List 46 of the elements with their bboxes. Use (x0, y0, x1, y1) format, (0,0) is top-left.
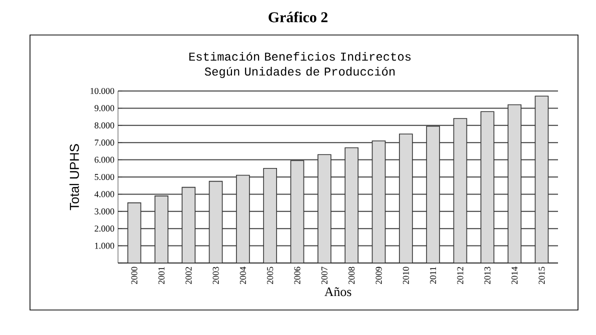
x-tick-label: 2000 (131, 266, 138, 284)
x-tick-label: 2014 (512, 266, 518, 284)
bar (236, 174, 250, 263)
x-tick-label: 2005 (267, 266, 274, 284)
x-tick-label: 2013 (484, 266, 490, 284)
bar (534, 96, 549, 263)
x-tick-label: 2008 (348, 266, 355, 284)
bar (127, 202, 142, 263)
x-tick-label: 2004 (240, 266, 246, 284)
bar (263, 168, 277, 263)
bar (182, 186, 196, 263)
bar (453, 118, 468, 263)
y-tick-label: 2.000 (94, 226, 114, 232)
x-tick-label: 2007 (321, 266, 328, 284)
y-tick-label: 9.000 (94, 105, 114, 112)
bar (399, 134, 413, 263)
x-tick-label: 2012 (457, 267, 464, 284)
bar (508, 104, 522, 263)
x-axis-title: Años (324, 287, 352, 296)
bar (480, 111, 494, 263)
x-tick-label: 2011 (430, 267, 436, 284)
x-tick-label: 2009 (376, 266, 382, 284)
bar (372, 140, 386, 263)
bar (208, 180, 223, 263)
bar (426, 126, 440, 263)
chart-subtitle: Estimación Beneficios Indirectos Según Unidades de Producción (189, 52, 411, 78)
y-tick-label: 7.000 (94, 140, 114, 146)
y-tick-label: 3.000 (94, 208, 114, 214)
x-tick-label: 2010 (402, 266, 409, 284)
bar (344, 147, 358, 263)
y-tick-label: 8.000 (94, 122, 114, 128)
y-tick-label: 5.000 (94, 174, 114, 180)
x-tick-label: 2015 (538, 266, 545, 284)
bar (290, 160, 304, 263)
x-tick-label: 2001 (158, 267, 164, 284)
y-tick-label: 10.000 (90, 88, 114, 94)
x-tick-label: 2003 (212, 266, 219, 284)
y-tick-label: 4.000 (94, 191, 114, 198)
x-tick-label: 2006 (294, 266, 300, 284)
chart-title: Gráfico 2 (268, 12, 328, 22)
y-tick-label: 6.000 (94, 156, 114, 163)
bar (318, 154, 332, 263)
x-tick-label: 2002 (186, 267, 192, 284)
y-tick-label: 1.000 (95, 242, 114, 249)
y-axis-title: Total UPHS (69, 144, 79, 210)
bar (154, 196, 168, 263)
